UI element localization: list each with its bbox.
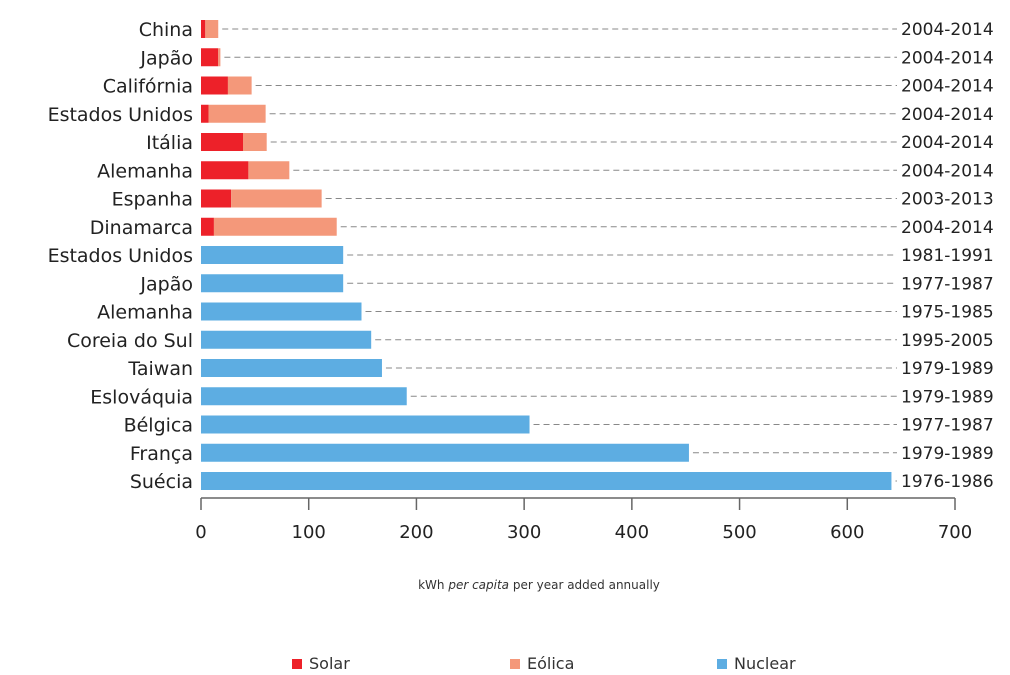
x-tick-label: 100	[292, 522, 326, 543]
period-label: 1975-1985	[901, 303, 994, 323]
period-label: 1981-1991	[901, 246, 994, 266]
bar-segment-elica	[227, 76, 252, 95]
bar-segment-elica	[205, 20, 219, 38]
bars-group	[201, 20, 892, 490]
period-label: 2003-2013	[901, 190, 994, 210]
bar-segment-elica	[243, 133, 267, 151]
bar-segment-elica	[213, 217, 337, 236]
x-axis-title: kWh per capita per year added annually	[418, 578, 660, 592]
bar-segment-elica	[208, 104, 266, 123]
bar-segment-solar	[201, 104, 209, 123]
country-label: Coreia do Sul	[67, 330, 193, 352]
period-label: 1979-1989	[901, 387, 994, 407]
bar-segment-nuclear	[201, 472, 892, 490]
guide-lines	[222, 28, 897, 482]
x-tick-label: 500	[722, 522, 756, 543]
x-tick-label: 400	[615, 522, 649, 543]
period-label: 2004-2014	[901, 161, 994, 181]
bar-segment-nuclear	[201, 330, 372, 349]
country-label: Itália	[146, 132, 193, 154]
bar-segment-solar	[201, 217, 214, 236]
country-label: Alemanha	[97, 302, 193, 324]
bar-segment-solar	[201, 76, 228, 95]
period-label: 1977-1987	[901, 416, 994, 436]
x-tick-label: 700	[938, 522, 972, 543]
country-label: Estados Unidos	[48, 104, 193, 126]
country-label: Alemanha	[97, 160, 193, 182]
x-axis: 0 100 200 300 400 500 600 700	[195, 497, 972, 543]
bar-segment-solar	[201, 48, 219, 67]
legend-swatch-nuclear	[717, 659, 727, 669]
bar-segment-nuclear	[201, 387, 407, 406]
period-label: 2004-2014	[901, 48, 994, 68]
country-label: Dinamarca	[90, 217, 193, 239]
bar-segment-nuclear	[201, 302, 362, 321]
bar-segment-elica	[218, 48, 221, 67]
period-label: 2004-2014	[901, 20, 994, 40]
x-tick-label: 200	[399, 522, 433, 543]
period-label: 1979-1989	[901, 359, 994, 379]
legend-swatch-solar	[292, 659, 302, 669]
x-tick-label: 300	[507, 522, 541, 543]
country-label: Bélgica	[124, 415, 193, 437]
period-label: 2004-2014	[901, 105, 994, 125]
bar-segment-elica	[248, 161, 290, 180]
bar-segment-solar	[201, 133, 244, 151]
period-labels: 2004-2014 2004-2014 2004-2014 2004-2014 2004…	[901, 20, 994, 492]
bar-segment-solar	[201, 161, 249, 180]
period-label: 2004-2014	[901, 218, 994, 238]
period-label: 2004-2014	[901, 77, 994, 97]
period-label: 1995-2005	[901, 331, 994, 351]
bar-segment-elica	[231, 189, 322, 208]
x-axis-title-part-3: per year added annually	[509, 578, 660, 592]
country-label: Estados Unidos	[48, 245, 193, 267]
bar-segment-solar	[201, 20, 206, 38]
legend: Solar Eólica Nuclear	[292, 654, 796, 673]
country-label: Japão	[139, 47, 193, 69]
country-label: Eslováquia	[90, 386, 193, 408]
bar-segment-nuclear	[201, 359, 382, 377]
country-label: Espanha	[112, 189, 193, 211]
country-label: Taiwan	[127, 358, 193, 380]
legend-label: Solar	[309, 654, 350, 673]
country-label: Japão	[139, 273, 193, 295]
x-axis-title-part-2: per capita	[447, 578, 509, 592]
x-tick-label: 600	[830, 522, 864, 543]
country-labels: China Japão Califórnia Estados Unidos Itália…	[48, 19, 193, 493]
bar-segment-nuclear	[201, 246, 344, 264]
legend-label: Nuclear	[734, 654, 796, 673]
legend-label: Eólica	[527, 654, 574, 673]
country-label: França	[130, 443, 193, 465]
country-label: Califórnia	[103, 76, 193, 98]
period-label: 1977-1987	[901, 274, 994, 294]
country-label: Suécia	[130, 471, 193, 493]
bar-segment-nuclear	[201, 443, 689, 462]
x-axis-title-part-1: kWh	[418, 578, 448, 592]
period-label: 2004-2014	[901, 133, 994, 153]
bar-segment-solar	[201, 189, 232, 208]
legend-swatch-elica	[510, 659, 520, 669]
country-label: China	[139, 19, 193, 41]
bar-segment-nuclear	[201, 274, 344, 293]
x-tick-label: 0	[195, 522, 206, 543]
period-label: 1976-1986	[901, 472, 994, 492]
bar-segment-nuclear	[201, 415, 530, 434]
period-label: 1979-1989	[901, 444, 994, 464]
